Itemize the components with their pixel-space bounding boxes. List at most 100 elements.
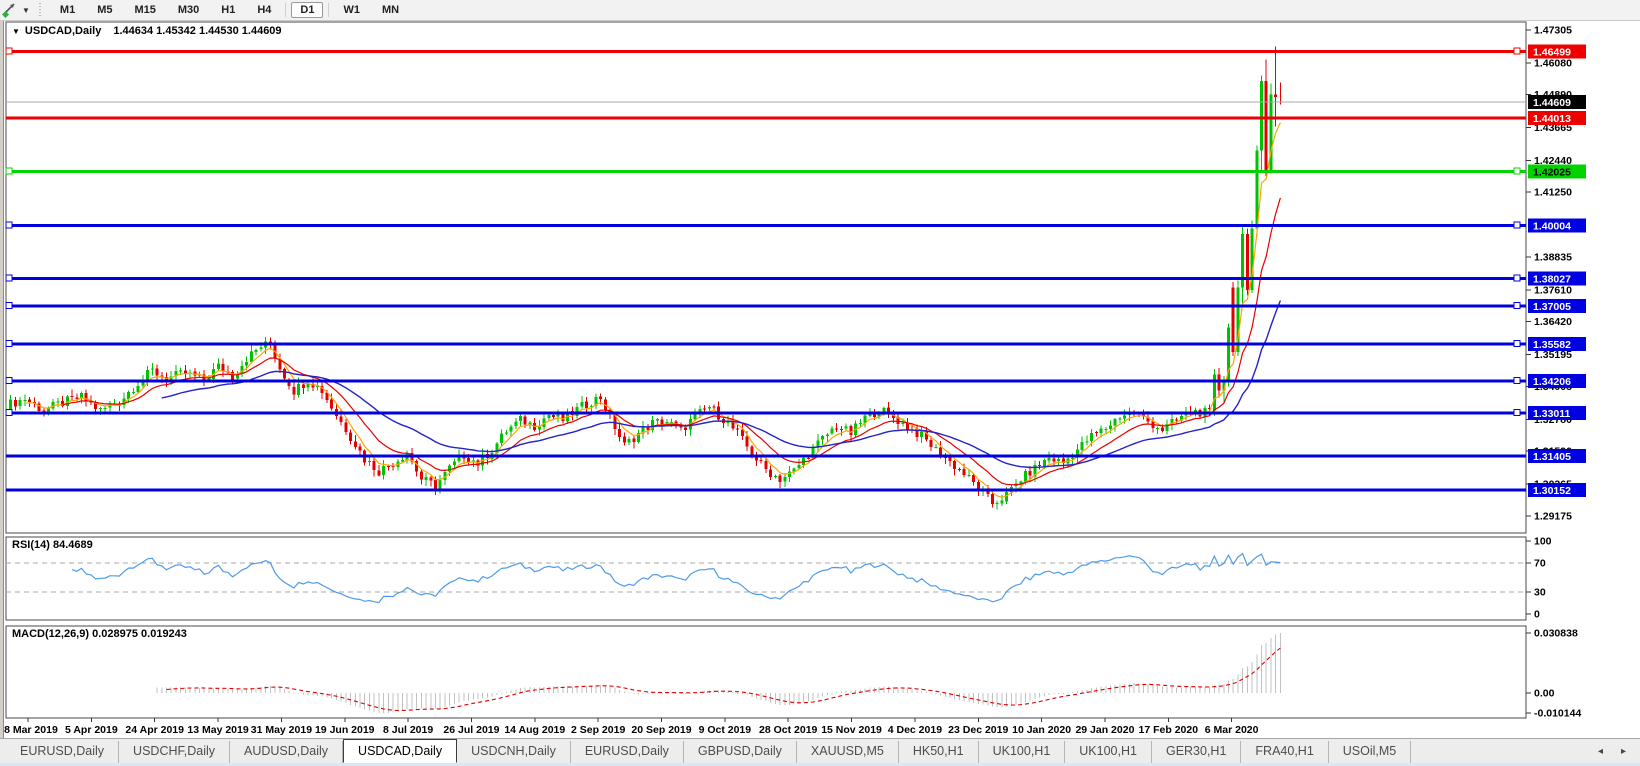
tabs-scroll-left-icon[interactable]: ◂	[1597, 746, 1603, 757]
line-handle[interactable]	[1513, 377, 1521, 385]
svg-text:1.41250: 1.41250	[1534, 187, 1572, 199]
horizontal-level-line[interactable]	[5, 47, 1526, 55]
rsi-line	[71, 552, 1281, 604]
line-handle[interactable]	[5, 167, 13, 175]
chart-tab-usdcad-daily[interactable]: USDCAD,Daily	[343, 739, 458, 763]
svg-text:-0.010144: -0.010144	[1534, 708, 1581, 720]
chart-tab-gbpusd-daily[interactable]: GBPUSD,Daily	[684, 741, 797, 763]
svg-text:5 Apr 2019: 5 Apr 2019	[65, 724, 118, 736]
line-handle[interactable]	[5, 409, 13, 417]
chart-tab-audusd-daily[interactable]: AUDUSD,Daily	[230, 741, 344, 763]
svg-text:1.37610: 1.37610	[1534, 284, 1572, 296]
level-lines	[5, 47, 1526, 492]
svg-text:15 Nov 2019: 15 Nov 2019	[821, 724, 882, 736]
line-handle[interactable]	[1513, 302, 1521, 310]
chart-tab-eurusd-daily[interactable]: EURUSD,Daily	[571, 741, 684, 763]
rsi-pane[interactable]	[5, 536, 1527, 621]
tabs-scroll-right-icon[interactable]: ▸	[1620, 746, 1626, 757]
svg-text:1.35195: 1.35195	[1534, 349, 1572, 361]
horizontal-level-line[interactable]	[5, 340, 1526, 348]
horizontal-level-line[interactable]	[6, 116, 1526, 120]
svg-text:1.30152: 1.30152	[1533, 485, 1571, 497]
timeframe-button-m1[interactable]: M1	[59, 4, 76, 16]
horizontal-level-line[interactable]	[5, 221, 1526, 229]
timeframe-button-d1[interactable]: D1	[291, 2, 324, 18]
horizontal-level-line[interactable]	[5, 302, 1526, 310]
dropdown-caret-icon[interactable]: ▼	[22, 5, 30, 15]
svg-text:19 Jun 2019: 19 Jun 2019	[315, 724, 375, 736]
line-handle[interactable]	[5, 274, 13, 282]
line-handle[interactable]	[1513, 47, 1521, 55]
time-axis[interactable]: 18 Mar 2019 5 Apr 2019 24 Apr 2019 13 May 2…	[0, 718, 1259, 736]
timeframe-button-m15[interactable]: M15	[134, 4, 156, 16]
svg-text:14 Aug 2019: 14 Aug 2019	[504, 724, 565, 736]
timeframe-button-m5[interactable]: M5	[97, 4, 113, 16]
timeframe-button-mn[interactable]: MN	[381, 4, 400, 16]
svg-text:1.35582: 1.35582	[1533, 339, 1571, 351]
line-handle[interactable]	[5, 47, 13, 55]
chart-tab-xauusd-m5[interactable]: XAUUSD,M5	[797, 741, 899, 763]
toolbar-drag-handle[interactable]	[37, 2, 43, 18]
svg-text:1.46080: 1.46080	[1534, 57, 1572, 69]
svg-text:1.44013: 1.44013	[1533, 113, 1571, 125]
crosshair-cursor-icon[interactable]	[2, 2, 20, 18]
horizontal-level-line[interactable]	[5, 274, 1526, 282]
line-handle[interactable]	[5, 221, 13, 229]
svg-text:29 Jan 2020: 29 Jan 2020	[1075, 724, 1134, 736]
line-handle[interactable]	[1513, 274, 1521, 282]
macd-signal-line	[166, 647, 1281, 712]
svg-text:1.46499: 1.46499	[1533, 47, 1571, 59]
rsi-axis: 100 70 30 0	[1526, 536, 1552, 621]
svg-text:24 Apr 2019: 24 Apr 2019	[125, 724, 184, 736]
price-axis[interactable]: 1.473051.460801.448901.436651.424401.412…	[1526, 24, 1572, 522]
chart-tab-hk50-h1[interactable]: HK50,H1	[899, 741, 979, 763]
svg-text:100: 100	[1534, 536, 1552, 548]
chart-tab-usdchf-daily[interactable]: USDCHF,Daily	[119, 741, 230, 763]
horizontal-level-line[interactable]	[6, 488, 1526, 492]
horizontal-level-line[interactable]	[6, 454, 1526, 458]
line-handle[interactable]	[1513, 221, 1521, 229]
timeframe-button-w1[interactable]: W1	[343, 4, 360, 16]
horizontal-level-line[interactable]	[5, 377, 1526, 385]
svg-text:1.42025: 1.42025	[1533, 166, 1571, 178]
line-handle[interactable]	[5, 377, 13, 385]
timeframe-button-m30[interactable]: M30	[177, 4, 200, 16]
svg-text:23 Dec 2019: 23 Dec 2019	[948, 724, 1008, 736]
svg-text:0: 0	[1534, 609, 1540, 621]
line-handle[interactable]	[1513, 409, 1521, 417]
svg-text:1.38835: 1.38835	[1534, 251, 1572, 263]
chart-tab-fra40-h1[interactable]: FRA40,H1	[1241, 741, 1329, 763]
chart-tab-uk100-h1[interactable]: UK100,H1	[979, 741, 1066, 763]
ma-line-slow	[161, 300, 1282, 469]
chart-tab-ger30-h1[interactable]: GER30,H1	[1152, 741, 1242, 763]
current-price-badge	[1528, 95, 1586, 110]
svg-text:31 May 2019: 31 May 2019	[251, 724, 312, 736]
svg-text:6 Mar 2020: 6 Mar 2020	[1205, 724, 1259, 736]
svg-text:1.34206: 1.34206	[1533, 376, 1571, 388]
svg-text:4 Dec 2019: 4 Dec 2019	[888, 724, 942, 736]
svg-text:10 Jan 2020: 10 Jan 2020	[1012, 724, 1071, 736]
chart-tab-eurusd-daily[interactable]: EURUSD,Daily	[6, 741, 120, 763]
svg-text:1.36420: 1.36420	[1534, 316, 1572, 328]
tab-scroll-arrows: ◂ ▸	[1598, 747, 1626, 757]
svg-text:1.37005: 1.37005	[1533, 301, 1571, 313]
svg-text:1.29175: 1.29175	[1534, 510, 1572, 522]
horizontal-level-line[interactable]	[5, 167, 1526, 175]
status-strip	[0, 763, 1640, 766]
chart-tab-usoil-m5[interactable]: USOil,M5	[1329, 741, 1412, 763]
macd-pane[interactable]	[5, 625, 1527, 719]
line-handle[interactable]	[1513, 167, 1521, 175]
svg-text:1.38027: 1.38027	[1533, 274, 1571, 286]
chart-tab-usdcnh-daily[interactable]: USDCNH,Daily	[457, 741, 571, 763]
svg-text:2 Sep 2019: 2 Sep 2019	[571, 724, 625, 736]
line-handle[interactable]	[5, 340, 13, 348]
chart-tab-uk100-h1[interactable]: UK100,H1	[1065, 741, 1152, 763]
crosshair-cursor-glyph	[2, 3, 15, 18]
line-handle[interactable]	[1513, 340, 1521, 348]
line-handle[interactable]	[5, 302, 13, 310]
horizontal-level-line[interactable]	[5, 409, 1526, 417]
timeframe-button-h4[interactable]: H4	[257, 4, 272, 16]
timeframe-button-h1[interactable]: H1	[221, 4, 236, 16]
